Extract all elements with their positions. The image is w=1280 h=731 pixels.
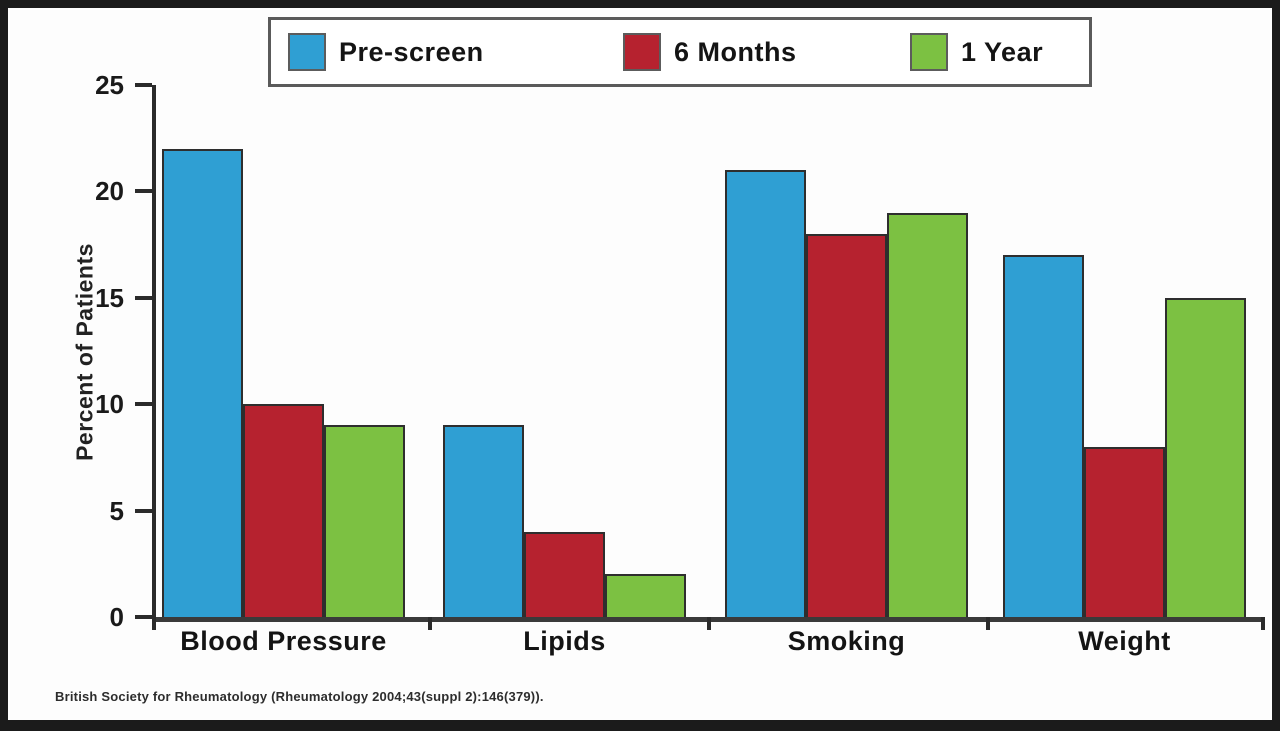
y-axis-tick-label: 25	[95, 70, 124, 100]
x-axis-tick	[707, 617, 711, 630]
x-axis-tick	[428, 617, 432, 630]
bar-smoking-1-year	[887, 213, 968, 617]
y-axis-tick	[135, 615, 152, 619]
source-citation: British Society for Rheumatology (Rheuma…	[55, 689, 544, 704]
bar-smoking-pre-screen	[725, 170, 806, 617]
y-axis-tick-label: 10	[95, 389, 124, 420]
y-axis-tick-label: 20	[95, 176, 124, 207]
legend-item-6-months: 6 Months	[623, 32, 797, 72]
y-axis-tick-label: 5	[109, 495, 124, 526]
legend-item-pre-screen: Pre-screen	[288, 32, 484, 72]
y-axis-tick	[135, 295, 152, 300]
y-axis-title: Percent of Patients	[71, 243, 98, 461]
bar-weight-6-months	[1084, 447, 1165, 617]
bar-smoking-6-months	[806, 234, 887, 617]
y-axis-tick-label: 0	[109, 602, 124, 632]
bar-lipids-pre-screen	[443, 425, 524, 617]
x-axis-category-label: Weight	[1078, 626, 1171, 656]
x-axis-category-label: Smoking	[787, 626, 906, 656]
pre-screen-color-swatch-icon	[288, 33, 326, 71]
bar-blood-pressure-1-year	[324, 425, 405, 617]
bar-blood-pressure-6-months	[243, 404, 324, 617]
bar-lipids-6-months	[524, 532, 605, 617]
y-axis-tick	[135, 402, 152, 407]
x-axis-tick	[986, 617, 990, 630]
y-axis-tick-label: 15	[95, 282, 124, 313]
legend-label-pre-screen: Pre-screen	[339, 36, 484, 67]
x-axis-tick	[152, 617, 156, 630]
y-axis-line	[152, 85, 156, 621]
x-axis-tick	[1261, 617, 1265, 630]
legend-label-6-months: 6 Months	[674, 36, 797, 67]
legend-label-1-year: 1 Year	[961, 36, 1044, 67]
x-axis-category-label: Lipids	[523, 626, 606, 656]
bar-weight-1-year	[1165, 298, 1246, 617]
y-axis-tick	[135, 508, 152, 513]
bar-lipids-1-year	[605, 574, 686, 617]
y-axis-tick	[135, 189, 152, 194]
6-months-color-swatch-icon	[623, 33, 661, 71]
y-axis-tick	[135, 83, 152, 87]
1-year-color-swatch-icon	[910, 33, 948, 71]
x-axis-category-label: Blood Pressure	[180, 626, 387, 656]
legend: Pre-screen 6 Months 1 Year	[268, 17, 1092, 87]
legend-item-1-year: 1 Year	[910, 32, 1043, 72]
bar-blood-pressure-pre-screen	[162, 149, 243, 617]
bar-weight-pre-screen	[1003, 255, 1084, 617]
